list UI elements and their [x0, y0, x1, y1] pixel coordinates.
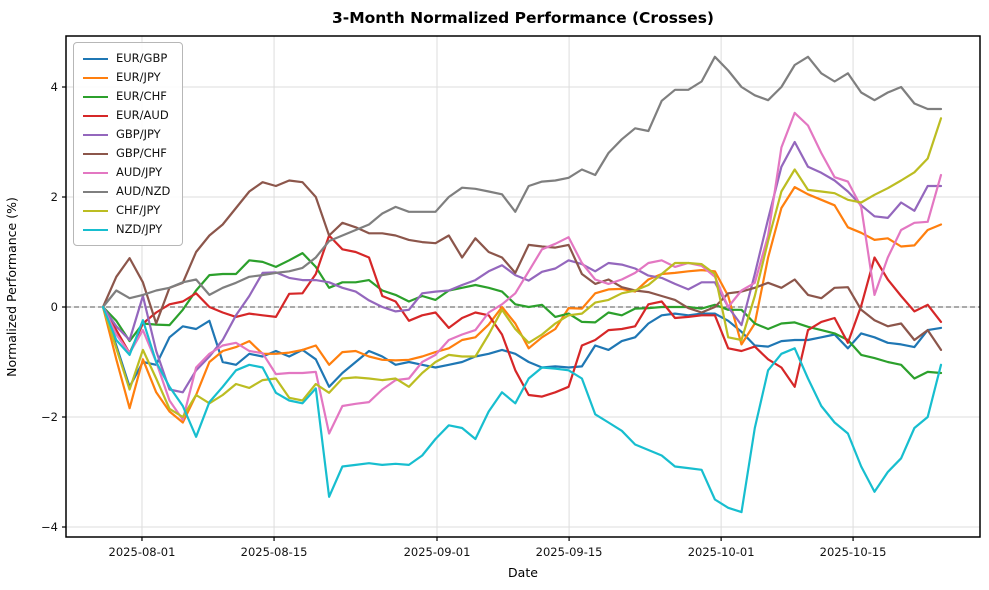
legend-item-nzd-jpy: NZD/JPY — [83, 220, 170, 239]
legend-item-chf-jpy: CHF/JPY — [83, 201, 170, 220]
series-lines — [101, 55, 943, 514]
series-line-gbp-jpy — [101, 140, 943, 394]
series-line-eur-chf — [101, 252, 943, 380]
x-tick-label: 2025-10-01 — [688, 545, 755, 559]
legend-line-swatch — [83, 114, 108, 117]
legend-label: AUD/JPY — [116, 165, 163, 179]
plot-frame — [65, 35, 981, 538]
legend-line-swatch — [83, 209, 108, 212]
series-line-gbp-chf — [101, 179, 943, 351]
legend-item-eur-gbp: EUR/GBP — [83, 49, 170, 68]
legend-item-gbp-chf: GBP/CHF — [83, 144, 170, 163]
legend-label: EUR/CHF — [116, 89, 167, 103]
legend-line-swatch — [83, 76, 108, 79]
y-tick-label: −2 — [41, 410, 58, 424]
legend-line-swatch — [83, 133, 108, 136]
y-tick-label: −4 — [41, 520, 58, 534]
x-tick-label: 2025-09-15 — [536, 545, 603, 559]
legend-item-eur-aud: EUR/AUD — [83, 106, 170, 125]
series-line-nzd-jpy — [101, 305, 943, 514]
legend-line-swatch — [83, 95, 108, 98]
y-axis: −4 −2 0 2 4 — [41, 80, 66, 534]
legend-line-swatch — [83, 171, 108, 174]
legend-item-eur-jpy: EUR/JPY — [83, 68, 170, 87]
legend-label: GBP/JPY — [116, 127, 161, 141]
legend-line-swatch — [83, 57, 108, 60]
legend-item-aud-nzd: AUD/NZD — [83, 182, 170, 201]
legend-item-gbp-jpy: GBP/JPY — [83, 125, 170, 144]
x-axis-label: Date — [508, 565, 538, 580]
x-tick-label: 2025-08-15 — [241, 545, 308, 559]
legend-line-swatch — [83, 228, 108, 231]
legend-label: CHF/JPY — [116, 203, 161, 217]
series-line-aud-jpy — [101, 111, 943, 435]
y-tick-label: 0 — [51, 300, 58, 314]
legend-label: EUR/GBP — [116, 51, 168, 65]
y-tick-label: 4 — [51, 80, 58, 94]
series-line-aud-nzd — [101, 55, 943, 309]
y-tick-label: 2 — [51, 190, 58, 204]
legend-item-eur-chf: EUR/CHF — [83, 87, 170, 106]
series-line-chf-jpy — [101, 117, 943, 419]
chart-title: 3-Month Normalized Performance (Crosses) — [332, 9, 714, 27]
legend-label: AUD/NZD — [116, 184, 171, 198]
legend-line-swatch — [83, 190, 108, 193]
legend-label: NZD/JPY — [116, 222, 163, 236]
legend-label: EUR/AUD — [116, 108, 169, 122]
legend-label: EUR/JPY — [116, 70, 161, 84]
x-tick-label: 2025-08-01 — [109, 545, 176, 559]
y-axis-label: Normalized Performance (%) — [4, 197, 19, 377]
x-tick-label: 2025-10-15 — [820, 545, 887, 559]
legend-line-swatch — [83, 152, 108, 155]
legend-label: GBP/CHF — [116, 146, 167, 160]
x-tick-label: 2025-09-01 — [404, 545, 471, 559]
legend-item-aud-jpy: AUD/JPY — [83, 163, 170, 182]
legend: EUR/GBP EUR/JPY EUR/CHF EUR/AUD GBP/JPY GBP/C… — [73, 42, 184, 246]
series-line-eur-gbp — [101, 305, 943, 388]
series-line-eur-aud — [101, 234, 943, 398]
x-axis: 2025-08-01 2025-08-15 2025-09-01 2025-09-15… — [109, 537, 887, 559]
